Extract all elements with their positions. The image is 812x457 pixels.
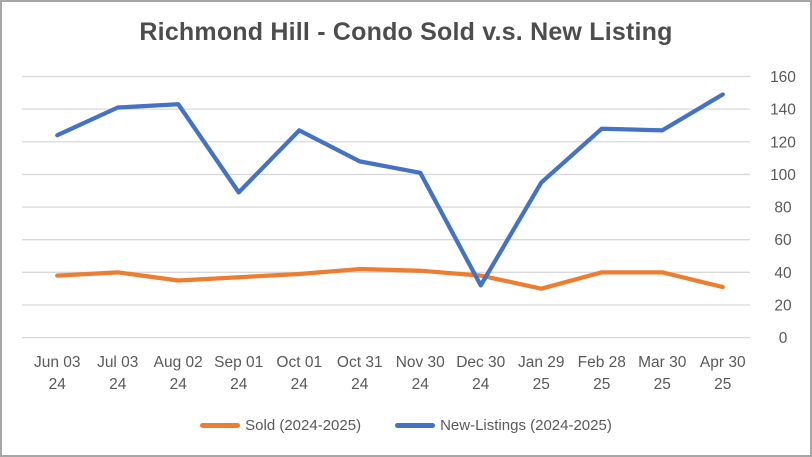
x-axis-tick-label: Nov 30 (396, 354, 445, 371)
y-axis-tick-label: 160 (770, 69, 796, 86)
series-line-new-listings (55, 92, 725, 288)
x-axis-tick-label: 24 (109, 376, 127, 393)
x-axis-tick-label: Feb 28 (578, 354, 626, 371)
x-axis-tick-label: Mar 30 (638, 354, 687, 371)
legend-item-sold: Sold (2024-2025) (200, 417, 361, 434)
y-axis-tick-label: 140 (770, 102, 796, 119)
x-axis-tick-label: Dec 30 (456, 354, 505, 371)
x-axis-tick-label: Aug 02 (154, 354, 203, 371)
x-axis-tick-label: Oct 01 (276, 354, 322, 371)
legend-label-new-listings: New-Listings (2024-2025) (440, 417, 612, 434)
legend-item-new-listings: New-Listings (2024-2025) (395, 417, 612, 434)
x-axis-tick-label: 24 (230, 376, 248, 393)
x-axis-tick-label: 24 (351, 376, 369, 393)
x-axis-tick-label: 24 (49, 376, 67, 393)
x-axis-tick-label: 24 (412, 376, 430, 393)
series-line-sold (55, 266, 725, 291)
y-axis-tick-label: 0 (779, 330, 788, 347)
x-axis-tick-label: 24 (170, 376, 188, 393)
y-axis-tick-label: 40 (774, 265, 792, 282)
chart-title: Richmond Hill - Condo Sold v.s. New List… (139, 18, 673, 46)
x-axis-tick-label: Sep 01 (214, 354, 263, 371)
y-axis-tick-label: 20 (774, 297, 792, 314)
x-axis-tick-label: Oct 31 (337, 354, 383, 371)
x-axis-tick-label: 24 (472, 376, 490, 393)
y-axis-tick-label: 80 (774, 200, 792, 217)
x-axis-tick-label: 24 (291, 376, 309, 393)
y-axis-tick-label: 100 (770, 167, 796, 184)
y-axis-tick-label: 120 (770, 134, 796, 151)
chart-legend: Sold (2024-2025) New-Listings (2024-2025… (2, 417, 810, 434)
x-axis-tick-label: 25 (654, 376, 671, 393)
new-listings-line-marker-icon (395, 423, 436, 428)
x-axis-tick-label: 25 (714, 376, 731, 393)
x-axis-tick-label: Jul 03 (97, 354, 138, 371)
y-axis-tick-label: 60 (774, 232, 792, 249)
x-axis-tick-label: Jun 03 (34, 354, 81, 371)
x-axis-tick-label: 25 (593, 376, 610, 393)
x-axis-tick-label: Jan 29 (518, 354, 565, 371)
sold-line-marker-icon (200, 423, 241, 428)
legend-label-sold: Sold (2024-2025) (245, 417, 362, 434)
x-axis-tick-label: 25 (533, 376, 550, 393)
x-axis-tick-label: Apr 30 (700, 354, 746, 371)
